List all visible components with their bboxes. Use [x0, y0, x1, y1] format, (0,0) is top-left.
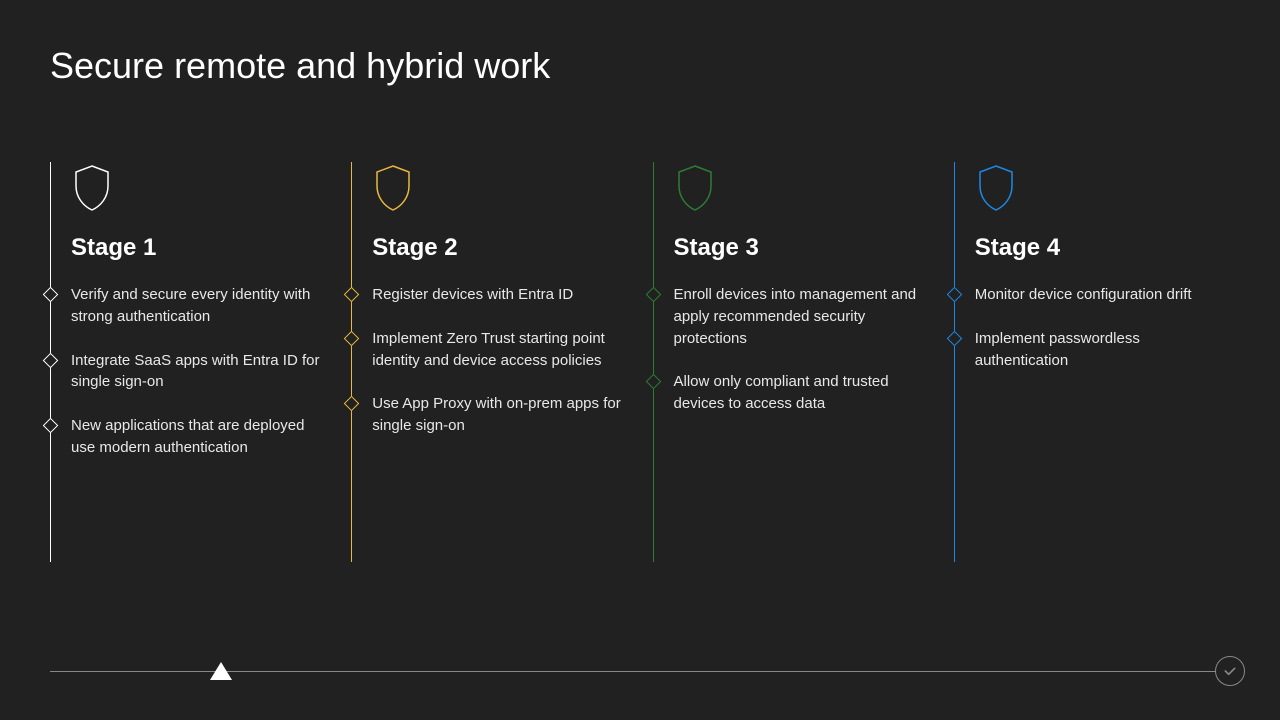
stages-container: Stage 1 Verify and secure every identity …	[0, 87, 1280, 562]
stage-item: New applications that are deployed use m…	[71, 415, 326, 459]
stage-item-text: Register devices with Entra ID	[372, 286, 573, 303]
stage-column-4: Stage 4 Monitor device configuration drif…	[954, 162, 1230, 562]
diamond-icon	[43, 287, 59, 303]
stage-item: Integrate SaaS apps with Entra ID for si…	[71, 350, 326, 394]
diamond-icon	[344, 330, 360, 346]
stage-item: Register devices with Entra ID	[372, 284, 627, 306]
timeline-marker	[210, 662, 232, 680]
stage-title: Stage 4	[975, 234, 1230, 262]
stage-item-text: Use App Proxy with on-prem apps for sing…	[372, 395, 620, 434]
diamond-icon	[344, 287, 360, 303]
page-title: Secure remote and hybrid work	[0, 0, 1280, 87]
stage-item-text: Allow only compliant and trusted devices…	[674, 373, 889, 412]
stage-item: Implement Zero Trust starting point iden…	[372, 328, 627, 372]
stage-column-3: Stage 3 Enroll devices into management an…	[653, 162, 929, 562]
stage-title: Stage 2	[372, 234, 627, 262]
stage-column-1: Stage 1 Verify and secure every identity …	[50, 162, 326, 562]
stage-title: Stage 3	[674, 234, 929, 262]
stage-item: Implement passwordless authentication	[975, 328, 1230, 372]
stage-item-text: Implement Zero Trust starting point iden…	[372, 330, 605, 369]
diamond-icon	[946, 330, 962, 346]
stage-item-text: Implement passwordless authentication	[975, 330, 1140, 369]
diamond-icon	[645, 287, 661, 303]
stage-item: Monitor device configuration drift	[975, 284, 1230, 306]
stage-item: Enroll devices into management and apply…	[674, 284, 929, 349]
stage-item: Allow only compliant and trusted devices…	[674, 371, 929, 415]
shield-icon	[975, 164, 1017, 212]
diamond-icon	[43, 352, 59, 368]
diamond-icon	[645, 374, 661, 390]
shield-icon	[372, 164, 414, 212]
stage-column-2: Stage 2 Register devices with Entra ID Imp…	[351, 162, 627, 562]
shield-icon	[674, 164, 716, 212]
timeline-end-icon	[1215, 656, 1245, 686]
diamond-icon	[946, 287, 962, 303]
stage-item-text: Monitor device configuration drift	[975, 286, 1192, 303]
stage-title: Stage 1	[71, 234, 326, 262]
stage-item-text: Integrate SaaS apps with Entra ID for si…	[71, 352, 319, 391]
stage-item: Verify and secure every identity with st…	[71, 284, 326, 328]
stage-item: Use App Proxy with on-prem apps for sing…	[372, 393, 627, 437]
stage-item-text: Enroll devices into management and apply…	[674, 286, 917, 347]
shield-icon	[71, 164, 113, 212]
diamond-icon	[43, 418, 59, 434]
diamond-icon	[344, 396, 360, 412]
stage-item-text: New applications that are deployed use m…	[71, 417, 304, 456]
stage-item-text: Verify and secure every identity with st…	[71, 286, 310, 325]
